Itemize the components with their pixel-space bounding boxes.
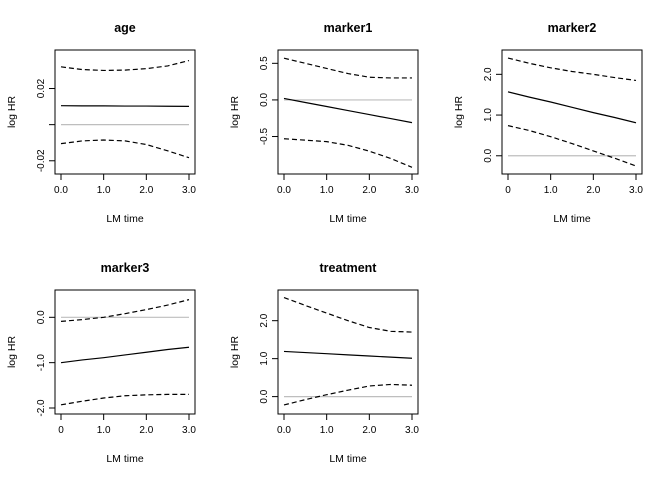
x-tick-label: 2.0 <box>362 185 376 196</box>
x-tick-label: 0.0 <box>277 185 291 196</box>
y-tick-label: 0.0 <box>483 148 494 162</box>
y-tick-label: 2.0 <box>259 313 270 327</box>
x-tick-label: 0 <box>505 185 511 196</box>
x-tick-label: 3.0 <box>405 425 419 436</box>
y-axis-label: log HR <box>229 96 241 129</box>
x-tick-label: 2.0 <box>139 425 153 436</box>
x-tick-label: 2.0 <box>586 185 600 196</box>
y-tick-label: 0.0 <box>36 310 47 324</box>
x-tick-label: 1.0 <box>320 185 334 196</box>
y-tick-label: -0.02 <box>36 149 47 172</box>
x-axis-label: LM time <box>106 453 144 465</box>
panel-title: marker2 <box>548 21 597 35</box>
upper-line <box>60 59 190 72</box>
estimate-line <box>60 105 190 107</box>
x-tick-label: 1.0 <box>320 425 334 436</box>
y-tick-label: -0.5 <box>259 127 270 145</box>
x-axis-label: LM time <box>329 213 367 225</box>
plot-frame <box>54 49 196 175</box>
x-tick-label: 0.0 <box>54 185 68 196</box>
panel-title: marker3 <box>101 261 150 275</box>
lower-line <box>60 139 190 159</box>
upper-line <box>507 57 637 82</box>
x-axis-label: LM time <box>106 213 144 225</box>
panel-age: 0.0 1.0 2.0 3.0 -0.02 0.02 age LM time log HR <box>6 21 196 225</box>
estimate-line <box>507 91 637 124</box>
upper-line <box>283 57 412 79</box>
x-tick-label: 1.0 <box>97 185 111 196</box>
x-tick-label: 0 <box>58 425 64 436</box>
x-tick-label: 3.0 <box>182 185 196 196</box>
y-tick-label: -1.0 <box>36 354 47 372</box>
panel-title: marker1 <box>324 21 373 35</box>
panel-title: treatment <box>320 261 378 275</box>
x-axis-label: LM time <box>329 453 367 465</box>
x-tick-label: 0.0 <box>277 425 291 436</box>
y-axis-label: log HR <box>6 96 18 129</box>
lower-line <box>507 125 637 167</box>
lower-line <box>283 383 413 406</box>
y-tick-label: 0.5 <box>259 56 270 70</box>
x-tick-label: 2.0 <box>139 185 153 196</box>
y-tick-label: 1.0 <box>483 108 494 122</box>
estimate-line <box>283 97 413 124</box>
x-tick-label: 3.0 <box>405 185 419 196</box>
x-tick-label: 3.0 <box>629 185 643 196</box>
y-tick-label: 0.02 <box>36 78 47 98</box>
panel-marker2: 0 1.0 2.0 3.0 0.0 1.0 2.0 marker2 LM time log HR <box>453 21 643 225</box>
y-tick-label: 1.0 <box>259 351 270 365</box>
y-tick-label: -2.0 <box>36 399 47 417</box>
x-tick-label: 3.0 <box>182 425 196 436</box>
panel-marker1: 0.0 1.0 2.0 3.0 -0.5 0.0 0.5 marker1 LM time log … <box>229 21 419 225</box>
y-tick-label: 0.0 <box>259 93 270 107</box>
panel-title: age <box>114 21 136 35</box>
x-tick-label: 2.0 <box>362 425 376 436</box>
estimate-line <box>60 346 190 364</box>
y-axis-label: log HR <box>229 336 241 369</box>
upper-line <box>283 296 413 333</box>
plot-frame <box>277 49 419 175</box>
upper-line <box>60 299 190 322</box>
estimate-line <box>283 350 413 359</box>
y-axis-label: log HR <box>453 96 465 129</box>
y-tick-label: 2.0 <box>483 67 494 81</box>
lower-line <box>60 393 189 406</box>
y-tick-label: 0.0 <box>259 389 270 403</box>
x-tick-label: 1.0 <box>97 425 111 436</box>
x-tick-label: 1.0 <box>544 185 558 196</box>
panel-marker3: 0 1.0 2.0 3.0 -2.0 -1.0 0.0 marker3 LM time log H… <box>6 261 196 465</box>
y-axis-label: log HR <box>6 336 18 369</box>
panel-treatment: 0.0 1.0 2.0 3.0 0.0 1.0 2.0 treatment LM time log… <box>229 261 419 465</box>
x-axis-label: LM time <box>553 213 591 225</box>
lower-line <box>283 138 413 168</box>
